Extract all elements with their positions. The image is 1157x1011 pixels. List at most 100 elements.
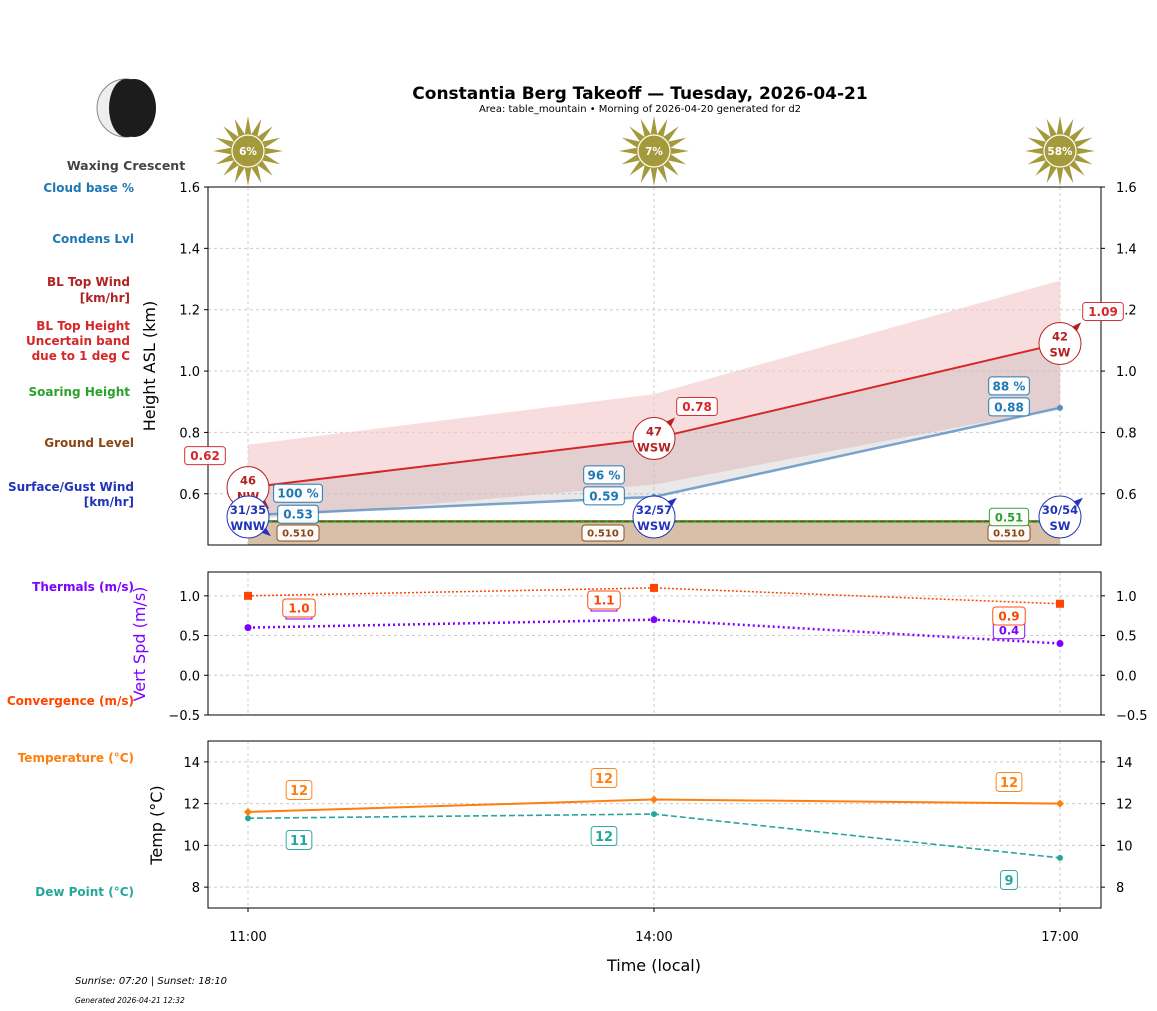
convergence-label-box bbox=[587, 590, 621, 610]
surface-wind-marker-circle bbox=[632, 495, 676, 539]
cloud-percent-label: 100 % bbox=[273, 483, 323, 503]
y-tick-label-right: 0.5 bbox=[1116, 630, 1137, 645]
label-soaring: Soaring Height bbox=[29, 385, 131, 399]
sun-percent: 7% bbox=[645, 146, 663, 158]
ground-level-label-text: 0.510 bbox=[587, 529, 619, 540]
y-tick-label: 14 bbox=[183, 756, 200, 771]
label-condens: Condens Lvl bbox=[52, 232, 134, 246]
label-temperature: Temperature (°C) bbox=[18, 751, 134, 765]
wind-arrow-icon bbox=[261, 527, 271, 537]
temperature-label-box bbox=[995, 772, 1023, 792]
bl-wind-marker-speed: 47 bbox=[646, 425, 662, 439]
y-tick-label-right: −0.5 bbox=[1116, 709, 1148, 724]
dewpoint-point bbox=[245, 815, 251, 822]
y-tick-label-right: 1.6 bbox=[1116, 181, 1137, 196]
sun-icon: 58% bbox=[1025, 116, 1095, 186]
convergence-label: 0.9 bbox=[992, 606, 1026, 626]
bl-wind-marker-direction: SW bbox=[1050, 345, 1071, 359]
generated-time: Generated 2026-04-21 12:32 bbox=[75, 996, 185, 1005]
cloud-base-label: 0.53 bbox=[277, 504, 319, 524]
surface-wind-marker-speed: 31/35 bbox=[230, 503, 266, 517]
surface-wind-marker-direction: SW bbox=[1050, 519, 1071, 533]
thermals-label-text: 0.4 bbox=[999, 623, 1019, 637]
y-tick-label-right: 12 bbox=[1116, 798, 1133, 813]
bl-wind-marker-circle bbox=[632, 417, 676, 461]
temperature-label-box bbox=[590, 768, 618, 788]
wind-arrow-icon bbox=[667, 497, 677, 507]
dewpoint-label: 12 bbox=[590, 826, 618, 846]
dewpoint-label-text: 12 bbox=[595, 830, 613, 845]
label-cloud-base: Cloud base % bbox=[43, 181, 134, 195]
y-tick-label: 10 bbox=[183, 839, 200, 854]
y-tick-label: 1.0 bbox=[179, 365, 200, 380]
surface-wind-marker-speed: 32/57 bbox=[636, 503, 672, 517]
y-tick-label: 0.6 bbox=[179, 488, 200, 503]
bl-top-label: 0.62 bbox=[184, 446, 226, 466]
y-tick-label-right: 0.0 bbox=[1116, 669, 1137, 684]
y-tick-label-right: 8 bbox=[1116, 881, 1124, 896]
dewpoint-point bbox=[651, 811, 657, 818]
sun-disc bbox=[1043, 134, 1077, 168]
soaring-height-label: 0.51 bbox=[988, 507, 1030, 527]
y-tick-label: 1.0 bbox=[179, 590, 200, 605]
bl-top-label-text: 1.09 bbox=[1088, 305, 1118, 319]
axes-frame bbox=[207, 186, 1102, 546]
y-tick-label: 1.6 bbox=[179, 181, 200, 196]
cloud-base-label-text: 0.53 bbox=[283, 508, 313, 522]
surface-wind-marker-direction: WNW bbox=[231, 519, 266, 533]
cloud-percent-label-text: 96 % bbox=[588, 468, 621, 482]
ground-level-label: 0.510 bbox=[987, 524, 1031, 542]
x-tick-label: 14:00 bbox=[635, 930, 672, 945]
dewpoint-label: 11 bbox=[285, 830, 313, 850]
thermals-label: 0.4 bbox=[992, 620, 1026, 640]
y-label-vert: Vert Spd (m/s) bbox=[130, 587, 149, 702]
row-labels: Cloud base % Condens Lvl BL Top Wind [km… bbox=[7, 181, 134, 899]
convergence-label: 1.1 bbox=[587, 590, 621, 610]
cloud-base-label-box bbox=[988, 397, 1030, 417]
soaring-height-label-box bbox=[988, 507, 1030, 527]
y-tick-label: 8 bbox=[192, 881, 200, 896]
ground-level-label-box bbox=[581, 524, 625, 542]
sun-icon: 6% bbox=[213, 116, 283, 186]
bl-wind-marker-speed: 46 bbox=[240, 474, 256, 488]
ground-level-label-box bbox=[276, 524, 320, 542]
bl-top-label-text: 0.78 bbox=[682, 400, 712, 414]
x-tick-label: 17:00 bbox=[1041, 930, 1078, 945]
ground-level-label-text: 0.510 bbox=[282, 529, 314, 540]
surface-wind-marker-speed: 30/54 bbox=[1042, 503, 1078, 517]
convergence-line bbox=[247, 587, 1061, 605]
ground-level-label-text: 0.510 bbox=[993, 529, 1025, 540]
y-tick-label-right: 1.4 bbox=[1116, 242, 1137, 257]
chart-subtitle: Area: table_mountain • Morning of 2026-0… bbox=[479, 104, 801, 115]
cloud-base-label-box bbox=[583, 486, 625, 506]
convergence-label-box bbox=[282, 598, 316, 618]
dewpoint-label-box bbox=[285, 830, 313, 850]
bl-uncertainty-band bbox=[248, 280, 1060, 520]
x-axis-label: Time (local) bbox=[606, 956, 701, 975]
bl-top-label: 1.09 bbox=[1082, 301, 1124, 321]
bl-top-label-box bbox=[1082, 301, 1124, 321]
wind-arrow-icon bbox=[1071, 322, 1082, 332]
bl-wind-marker: 47 WSW bbox=[632, 417, 676, 461]
y-tick-label-right: 1.0 bbox=[1116, 590, 1137, 605]
convergence-point bbox=[1056, 599, 1064, 608]
thermals-point bbox=[650, 616, 658, 624]
temperature-point bbox=[1056, 799, 1064, 808]
convergence-label-text: 0.9 bbox=[998, 609, 1019, 623]
dewpoint-label: 9 bbox=[1000, 870, 1018, 890]
y-tick-label: 1.4 bbox=[179, 242, 200, 257]
cloud-base-label-text: 0.88 bbox=[994, 400, 1024, 414]
temperature-point bbox=[650, 795, 658, 804]
y-label-temp: Temp (°C) bbox=[147, 785, 166, 865]
bl-wind-marker-direction: WSW bbox=[637, 441, 671, 455]
temperature-label: 12 bbox=[590, 768, 618, 788]
cloud-percent-label-text: 88 % bbox=[993, 379, 1026, 393]
cloud-percent-label: 88 % bbox=[988, 376, 1030, 396]
y-tick-label: 12 bbox=[183, 798, 200, 813]
convergence-label-text: 1.0 bbox=[288, 601, 309, 615]
convergence-label-box bbox=[992, 606, 1026, 626]
moon-phase-label: Waxing Crescent bbox=[67, 158, 185, 173]
y-label-height: Height ASL (km) bbox=[140, 301, 159, 431]
cloud-base-label-box bbox=[277, 504, 319, 524]
